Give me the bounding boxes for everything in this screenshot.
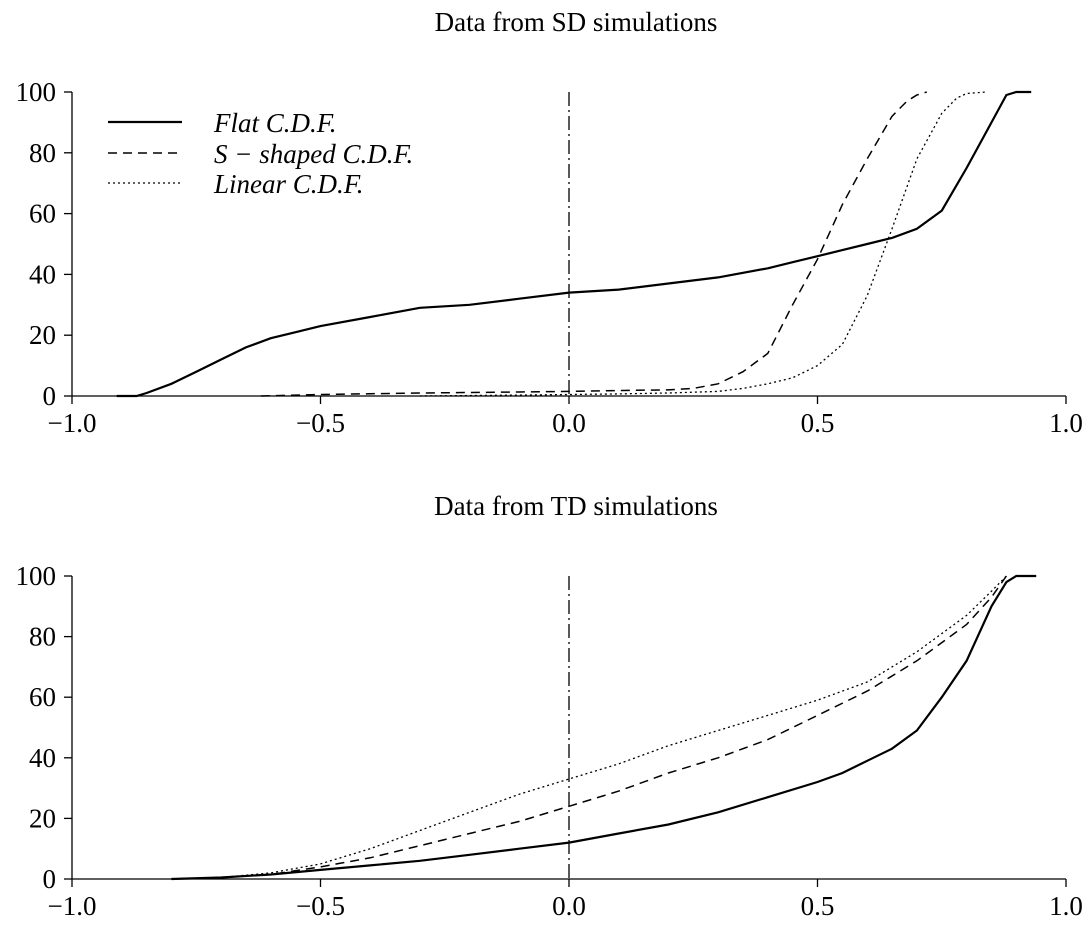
chart-sd-y-tick-label: 100 [16, 77, 57, 107]
chart-sd-x-tick-label: −1.0 [48, 408, 97, 438]
chart-sd-series-linear-line [419, 91, 987, 397]
chart-sd-y-tick-label: 20 [29, 320, 56, 350]
chart-sd-series-s-shaped-line [260, 91, 928, 397]
legend-s-shaped-label: S − shaped C.D.F. [214, 139, 413, 169]
chart-sd-y-tick-label: 0 [43, 381, 57, 411]
chart-td-x-ticks: −1.0 −0.5 0.0 0.5 1.0 [48, 879, 1083, 921]
chart-td-y-tick-label: 20 [29, 803, 56, 833]
chart-td-y-tick-label: 80 [29, 622, 56, 652]
chart-sd-y-tick-label: 60 [29, 199, 56, 229]
chart-td-x-tick-label: 1.0 [1049, 891, 1083, 921]
chart-sd-y-tick-label: 40 [29, 259, 56, 289]
chart-td-panel: Data from TD simulations −1.0 −0.5 0.0 0.5 1… [16, 491, 1083, 921]
legend-linear-label: Linear C.D.F. [213, 169, 364, 199]
legend-flat-label: Flat C.D.F. [213, 108, 337, 138]
chart-td-x-tick-label: 0.5 [801, 891, 835, 921]
chart-td-y-tick-label: 60 [29, 682, 56, 712]
chart-td-x-tick-label: 0.0 [552, 891, 586, 921]
legend: Flat C.D.F. S − shaped C.D.F. Linear C.D… [108, 108, 413, 199]
chart-sd-x-tick-label: 0.0 [552, 408, 586, 438]
chart-sd-y-tick-label: 80 [29, 138, 56, 168]
chart-sd-series-flat-line [116, 90, 1032, 398]
chart-sd-x-tick-label: 1.0 [1049, 408, 1083, 438]
chart-td-x-tick-label: −1.0 [48, 891, 97, 921]
chart-td-y-tick-label: 0 [43, 864, 57, 894]
chart-td-series-linear-line [171, 575, 1007, 880]
chart-td-y-ticks: 0 20 40 60 80 100 [16, 561, 72, 894]
chart-sd-series-group [116, 90, 1032, 398]
chart-sd-x-tick-label: 0.5 [801, 408, 835, 438]
chart-sd-x-tick-label: −0.5 [296, 408, 345, 438]
chart-td-title: Data from TD simulations [434, 491, 718, 521]
chart-sd-x-ticks: −1.0 −0.5 0.0 0.5 1.0 [48, 396, 1083, 438]
chart-td-y-tick-label: 100 [16, 561, 57, 591]
chart-td-series-flat-line [171, 574, 1037, 881]
chart-td-x-tick-label: −0.5 [296, 891, 345, 921]
chart-sd-title: Data from SD simulations [435, 7, 718, 37]
chart-td-y-tick-label: 40 [29, 743, 56, 773]
chart-td-series-s-shaped-line [171, 575, 1008, 880]
chart-sd-y-ticks: 0 20 40 60 80 100 [16, 77, 72, 411]
chart-sd-panel: Data from SD simulations −1.0 −0.5 0.0 0.5 1… [16, 7, 1083, 438]
chart-td-series-group [171, 574, 1037, 881]
